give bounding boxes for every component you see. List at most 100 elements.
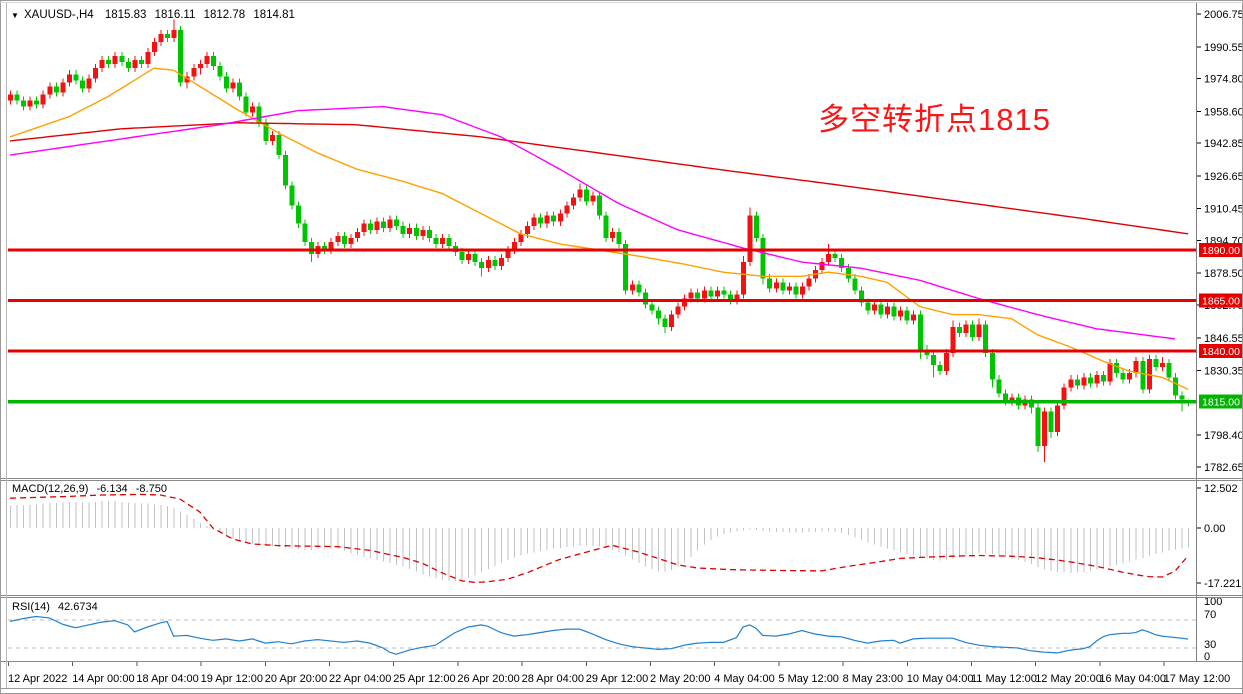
candle-body	[1094, 375, 1100, 384]
candle-body	[1107, 363, 1113, 382]
candle-body	[73, 74, 79, 81]
candle-body	[1114, 363, 1120, 374]
candle-body	[413, 227, 419, 236]
candle-body	[1087, 377, 1093, 384]
candle-body	[852, 278, 858, 291]
price-level-badge	[1199, 394, 1243, 409]
candle-body	[400, 225, 406, 234]
time-axis-label: 26 Apr 20:00	[457, 673, 519, 685]
candle-body	[1048, 411, 1054, 432]
candle-body	[544, 215, 550, 224]
candle-body	[1140, 361, 1146, 390]
candle-body	[27, 100, 33, 107]
candle-body	[963, 324, 969, 333]
candle-body	[1179, 395, 1185, 400]
time-axis-label: 8 May 23:00	[843, 673, 904, 685]
candle-body	[597, 195, 603, 216]
rsi-panel[interactable]	[8, 615, 1196, 655]
candle-body	[793, 286, 799, 295]
price-panel[interactable]	[8, 19, 1196, 463]
candle-body	[937, 365, 943, 372]
macd-axis-label: -17.221	[1204, 578, 1241, 590]
candle-body	[381, 221, 387, 228]
price-axis-label: 1830.35	[1204, 365, 1243, 377]
candle-body	[269, 134, 275, 141]
time-axis-label: 28 Apr 04:00	[522, 673, 584, 685]
time-axis-label: 12 Apr 2022	[8, 673, 67, 685]
time-axis-label: 2 May 20:00	[650, 673, 711, 685]
candle-body	[1055, 405, 1061, 432]
candle-body	[93, 68, 99, 79]
candle-body	[485, 260, 491, 269]
candle-body	[354, 231, 360, 238]
candle-body	[112, 56, 118, 65]
candle-body	[924, 351, 930, 356]
candle-body	[171, 29, 177, 38]
slow-ma-magenta-line	[9, 105, 1176, 340]
candle-body	[682, 298, 688, 307]
candle-body	[263, 122, 269, 141]
candle-body	[904, 310, 910, 321]
price-axis-label: 1878.50	[1204, 268, 1243, 280]
price-level-badge	[1199, 293, 1243, 308]
candle-body	[407, 227, 413, 234]
candle-body	[1009, 397, 1015, 402]
candle-body	[1081, 377, 1087, 386]
candle-body	[590, 195, 596, 202]
candle-body	[14, 94, 20, 101]
candle-body	[99, 60, 105, 69]
candle-body	[295, 205, 301, 224]
candle-body	[433, 237, 439, 244]
candle-body	[165, 33, 171, 38]
candle-body	[642, 292, 648, 305]
candle-body	[1159, 363, 1165, 368]
candle-body	[878, 304, 884, 315]
candle-body	[204, 56, 210, 65]
candle-body	[1035, 407, 1041, 446]
price-level-badge-label: 1815.00	[1202, 397, 1240, 409]
candle-body	[335, 235, 341, 242]
candle-body	[40, 94, 46, 105]
candle-body	[511, 241, 517, 250]
symbol-dropdown-icon[interactable]: ▼	[11, 11, 19, 20]
candle-body	[66, 74, 72, 83]
price-level-badge-label: 1865.00	[1202, 296, 1240, 308]
candle-body	[223, 76, 229, 89]
time-scale[interactable]: 12 Apr 2022 14 Apr 00:00 18 Apr 04:00 19 Ap…	[8, 661, 1230, 685]
candle-body	[505, 250, 511, 259]
price-scale[interactable]: 2006.75 1990.55 1974.80 1958.60 1942.85 1926.…	[1196, 9, 1243, 663]
candle-body	[217, 66, 223, 77]
candle-body	[826, 254, 832, 263]
quote-high: 1816.11	[155, 9, 196, 21]
macd-indicator-label: MACD(12,26,9) -6.134 -8.750	[12, 483, 167, 495]
candle-body	[394, 219, 400, 226]
candle-body	[387, 219, 393, 228]
candle-body	[132, 60, 138, 69]
candle-body	[479, 262, 485, 269]
candle-body	[767, 278, 773, 289]
price-axis-label: 1910.45	[1204, 204, 1243, 216]
candle-body	[178, 29, 184, 83]
candle-body	[374, 221, 380, 230]
candle-body	[695, 292, 701, 299]
candle-body	[845, 268, 851, 279]
candle-body	[786, 286, 792, 291]
chart-annotation-text: 多空转折点1815	[818, 102, 1051, 137]
candle-body	[570, 197, 576, 206]
time-axis-label: 4 May 04:00	[714, 673, 775, 685]
macd-panel[interactable]	[9, 493, 1190, 584]
quote-open: 1815.83	[105, 9, 147, 21]
candle-body	[322, 245, 328, 250]
candle-body	[276, 134, 282, 156]
candle-body	[865, 302, 871, 311]
price-level-badge	[1199, 344, 1243, 358]
candle-body	[538, 217, 544, 224]
candle-body	[989, 353, 995, 380]
candle-body	[557, 213, 563, 222]
rsi-axis-label: 0	[1204, 651, 1210, 663]
candle-body	[583, 189, 589, 202]
candle-body	[106, 60, 112, 65]
time-axis-label: 16 May 04:00	[1099, 673, 1166, 685]
